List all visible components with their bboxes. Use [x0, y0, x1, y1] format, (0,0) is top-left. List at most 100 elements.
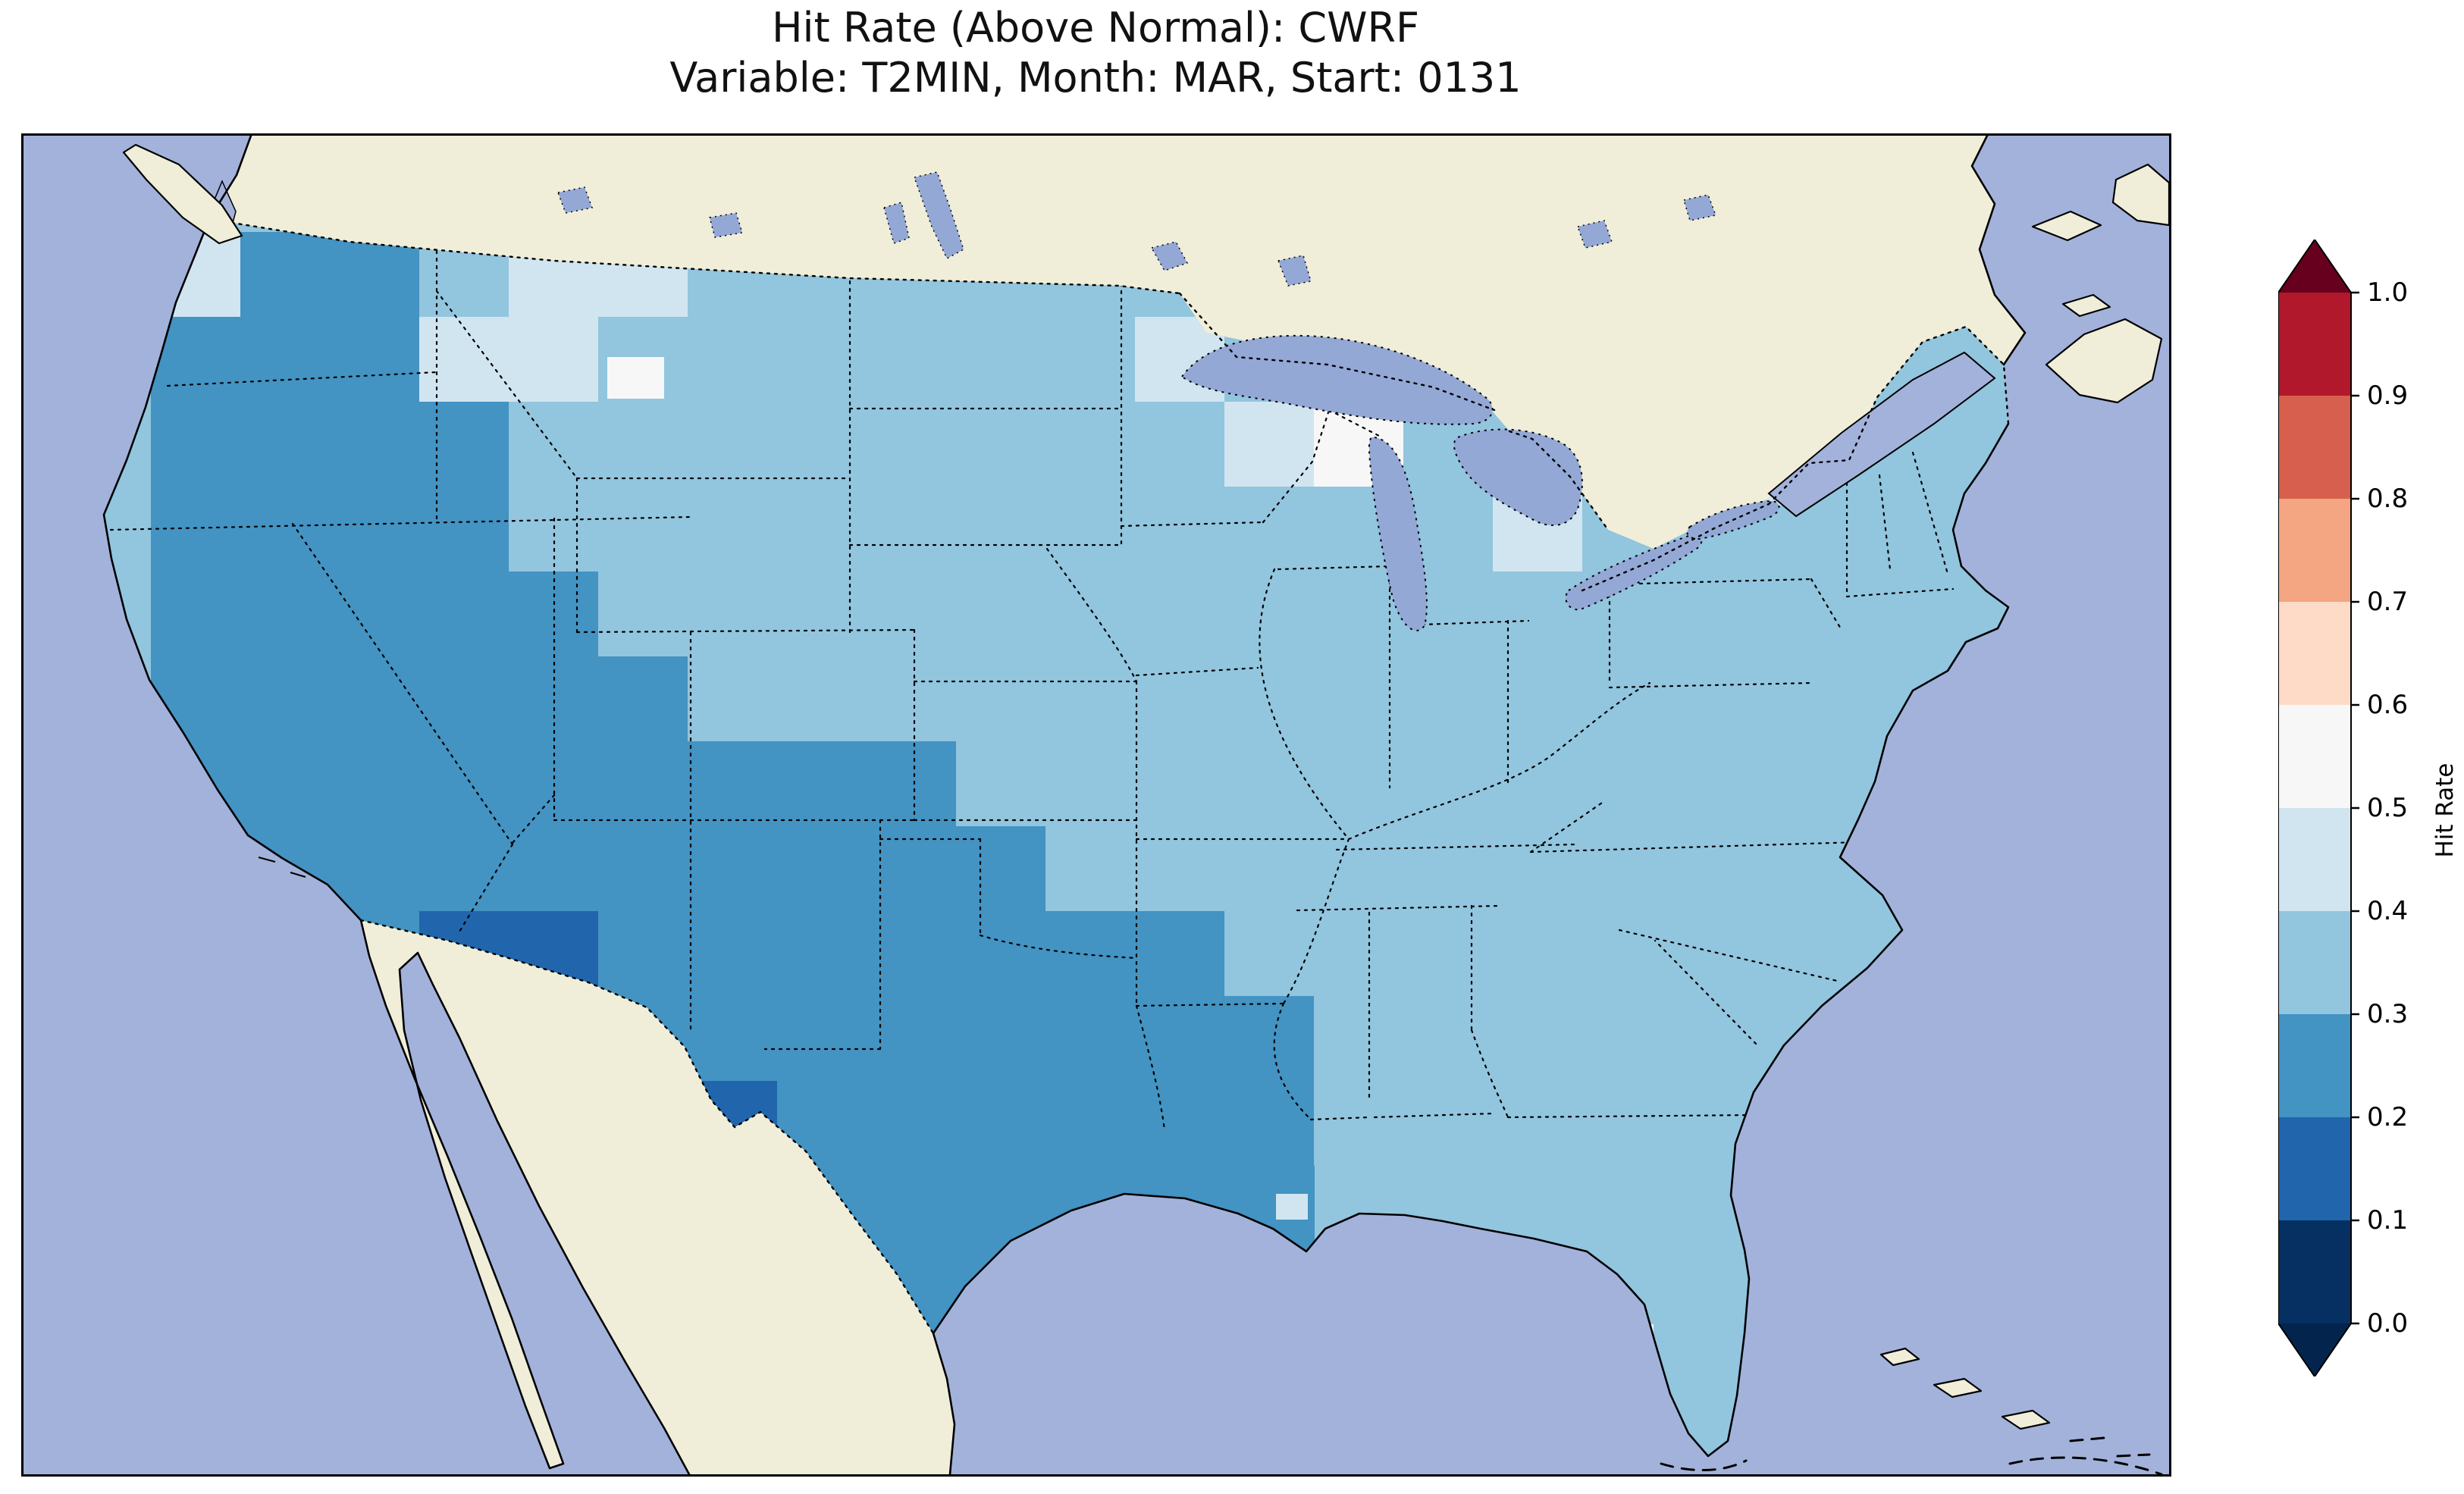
hit-rate-cell	[1045, 1081, 1136, 1167]
hit-rate-cell	[1045, 317, 1136, 402]
hit-rate-cell	[688, 911, 778, 997]
hit-rate-cell	[1135, 741, 1225, 827]
hit-rate-cell	[1135, 826, 1225, 912]
hit-rate-cell	[1135, 996, 1225, 1082]
colorbar-tick-label: 0.0	[2367, 1308, 2409, 1339]
mexico-landmass	[361, 920, 955, 1474]
hit-rate-cell	[240, 487, 331, 572]
hit-rate-cell	[1045, 996, 1136, 1082]
hit-rate-cell	[1314, 826, 1404, 912]
us-map-canvas	[24, 136, 2169, 1474]
figure-title: Hit Rate (Above Normal): CWRF Variable: …	[21, 3, 2170, 103]
colorbar-tick-label: 0.6	[2367, 690, 2409, 720]
hit-rate-cell	[598, 402, 688, 487]
hit-rate-cell	[777, 656, 867, 742]
canada-atlantic-coastline	[1970, 136, 2027, 366]
hit-rate-cell	[1224, 826, 1315, 912]
hit-rate-cell	[867, 572, 957, 657]
hit-rate-cell	[867, 656, 957, 742]
colorbar-bin	[2278, 1117, 2351, 1220]
hit-rate-cell	[867, 996, 957, 1082]
state-borders-east	[1347, 451, 1955, 841]
hit-rate-cell	[1314, 911, 1404, 997]
hit-rate-cell	[1403, 826, 1494, 912]
newfoundland	[2111, 163, 2169, 227]
hit-rate-cell	[777, 741, 867, 827]
prairie-lake-1	[556, 186, 594, 214]
colorbar-tick-label: 1.0	[2367, 277, 2409, 308]
hit-rate-cell	[1761, 656, 1851, 742]
hit-rate-cell	[1314, 996, 1404, 1082]
vancouver-island	[122, 143, 243, 245]
hit-rate-cell	[1224, 402, 1315, 487]
hit-rate-cell	[1224, 911, 1315, 997]
hit-rate-cell	[1135, 402, 1225, 487]
colorbar-under-arrow	[2278, 1323, 2351, 1377]
colorbar-axis-label: Hit Rate	[2431, 763, 2459, 858]
hit-rate-cell	[151, 402, 241, 487]
hit-rate-cell	[1582, 911, 1672, 997]
hit-rate-cell	[1135, 656, 1225, 742]
colorbar-tick-label: 0.5	[2367, 793, 2409, 823]
channel-islands	[258, 856, 306, 879]
hit-rate-cell	[509, 656, 599, 742]
lake-of-the-woods	[1150, 241, 1189, 271]
hit-rate-cell	[419, 741, 509, 827]
hit-rate-cell	[1135, 1081, 1225, 1167]
hit-rate-cell	[330, 826, 420, 912]
hit-rate-cell	[956, 1081, 1046, 1167]
florida-keys	[1660, 1459, 1748, 1472]
lake-manitoba	[883, 202, 910, 244]
hit-rate-cell	[1314, 741, 1404, 827]
hit-rate-cell	[777, 911, 867, 997]
lake-huron	[1453, 428, 1583, 526]
hit-rate-cell	[240, 656, 331, 742]
colorbar-bin	[2278, 396, 2351, 499]
hit-rate-cell	[956, 487, 1046, 572]
state-borders-west	[109, 249, 916, 1032]
hit-rate-cell	[1672, 826, 1762, 912]
hit-rate-cell	[1493, 741, 1583, 827]
hit-rate-cell	[1403, 1081, 1494, 1167]
hit-rate-cell	[1582, 656, 1672, 742]
colorbar-bin	[2278, 1014, 2351, 1117]
colorbar-tick-label: 0.9	[2367, 381, 2409, 411]
hit-rate-cell	[956, 402, 1046, 487]
hit-rate-cell	[1224, 996, 1315, 1082]
hit-rate-cell	[1761, 572, 1851, 657]
hit-rate-cell	[1224, 656, 1315, 742]
hit-rate-cell	[240, 232, 331, 318]
hit-rate-cell	[1045, 656, 1136, 742]
lake-michigan	[1368, 436, 1428, 631]
hit-rate-cell	[777, 487, 867, 572]
hit-rate-cell	[1403, 656, 1494, 742]
map-axes-frame	[21, 133, 2171, 1477]
hit-rate-cell	[867, 402, 957, 487]
hit-rate-cell	[1045, 487, 1136, 572]
atlantic-gulf-coastline	[932, 422, 2010, 1458]
hit-rate-cell	[777, 572, 867, 657]
hit-rate-cell	[1224, 741, 1315, 827]
hit-rate-cell	[1493, 826, 1583, 912]
hit-rate-cell	[688, 996, 778, 1082]
hit-rate-cell	[509, 572, 599, 657]
hit-rate-cell	[151, 572, 241, 657]
colorbar-tick-label: 0.2	[2367, 1102, 2409, 1132]
state-borders	[109, 249, 1955, 1132]
colorbar-tick-label: 0.1	[2367, 1205, 2409, 1236]
hit-rate-cell	[867, 317, 957, 402]
hit-rate-cell	[1314, 656, 1404, 742]
st-lawrence-river	[1767, 351, 1996, 518]
colorbar-tick-label: 0.8	[2367, 484, 2409, 514]
hit-rate-cell	[867, 911, 957, 997]
hit-rate-cell	[956, 911, 1046, 997]
hit-rate-cell	[1672, 656, 1762, 742]
hit-rate-cell	[330, 402, 420, 487]
hit-rate-cell	[777, 826, 867, 912]
hit-rate-cell	[1045, 911, 1136, 997]
hit-rate-cell	[1493, 911, 1583, 997]
pacific-coastline	[102, 136, 362, 922]
hit-rate-cell	[956, 572, 1046, 657]
hit-rate-cell	[509, 317, 599, 402]
hit-rate-cell	[956, 996, 1046, 1082]
